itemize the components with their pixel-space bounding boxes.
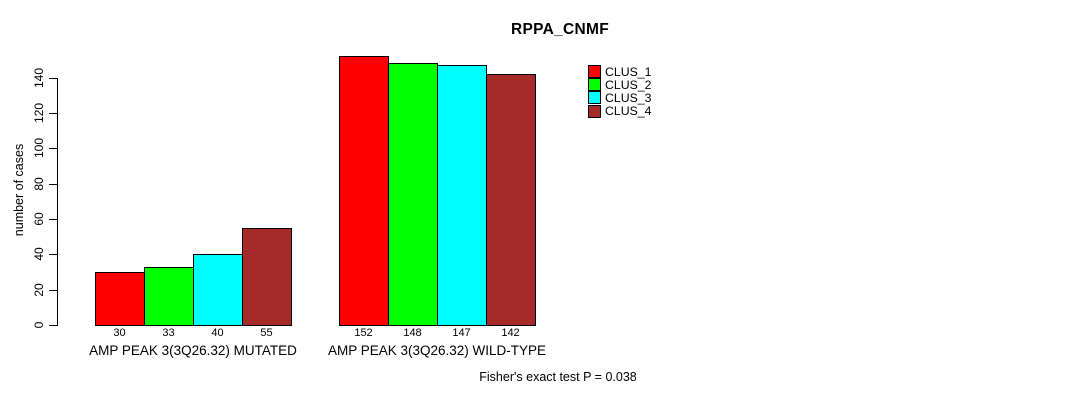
y-tick-label: 60 — [32, 212, 46, 226]
y-tick-label: 0 — [32, 321, 46, 329]
y-tick-label: 100 — [32, 138, 46, 159]
bar-clus_4-group2 — [486, 73, 536, 326]
bar-value-label: 148 — [403, 327, 422, 339]
y-tick-mark — [49, 325, 57, 326]
bar-value-label: 40 — [211, 327, 224, 339]
y-tick-mark — [49, 218, 57, 220]
bar-clus_3-group1 — [193, 254, 243, 326]
y-tick-mark — [49, 77, 57, 79]
bar-value-label: 33 — [162, 327, 175, 339]
bar-clus_1-group2 — [339, 56, 389, 326]
bar-value-label: 147 — [452, 327, 471, 339]
legend-swatch-clus_4 — [588, 104, 601, 118]
x-category-label: AMP PEAK 3(3Q26.32) MUTATED — [89, 343, 297, 358]
bar-value-label: 142 — [501, 327, 520, 339]
y-tick-mark — [49, 289, 57, 291]
y-tick-label: 20 — [32, 282, 46, 297]
legend-swatch-clus_1 — [588, 65, 601, 78]
legend-label-clus_1: CLUS_1 — [605, 64, 652, 79]
bar-clus_3-group2 — [437, 65, 487, 326]
y-tick-label: 120 — [32, 102, 46, 123]
bar-value-label: 30 — [113, 327, 126, 339]
bar-clus_1-group1 — [95, 271, 145, 326]
y-tick-mark — [49, 254, 57, 256]
footnote: Fisher's exact test P = 0.038 — [479, 370, 637, 384]
y-tick-mark — [49, 148, 57, 150]
legend-label-clus_4: CLUS_4 — [605, 104, 652, 119]
y-axis-title: number of cases — [12, 143, 26, 237]
legend-label-clus_2: CLUS_2 — [605, 77, 652, 92]
bar-value-label: 152 — [354, 327, 373, 339]
y-tick-label: 80 — [32, 176, 46, 191]
y-tick-label: 140 — [32, 67, 46, 88]
bar-clus_2-group1 — [144, 266, 194, 326]
legend-label-clus_3: CLUS_3 — [605, 90, 652, 105]
bar-clus_4-group1 — [242, 227, 292, 326]
y-tick-label: 40 — [32, 247, 46, 261]
y-tick-mark — [49, 183, 57, 185]
legend-swatch-clus_2 — [588, 78, 601, 92]
y-tick-mark — [49, 112, 57, 114]
x-category-label: AMP PEAK 3(3Q26.32) WILD-TYPE — [327, 343, 547, 358]
chart-title: RPPA_CNMF — [510, 21, 610, 38]
bar-value-label: 55 — [260, 327, 273, 339]
y-axis-line — [57, 77, 58, 326]
bar-clus_2-group2 — [388, 63, 438, 326]
legend-swatch-clus_3 — [588, 91, 601, 105]
